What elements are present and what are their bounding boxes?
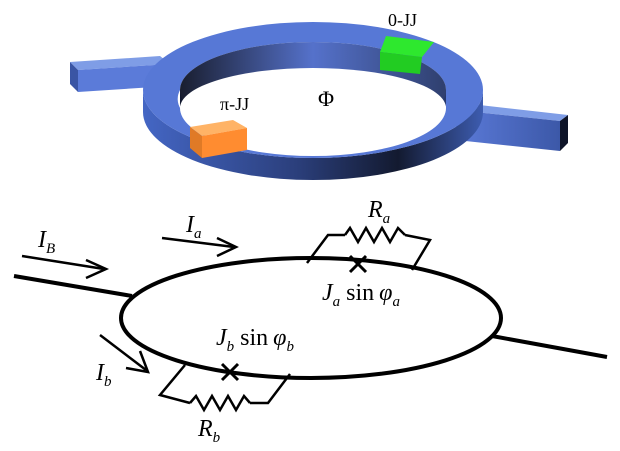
junction-b-label: Jb sin φb [216, 325, 294, 355]
resistor-a-label: Ra [367, 197, 390, 227]
left-wire [13, 274, 133, 298]
pi-junction-block [190, 120, 247, 158]
junction-a-label: Ja sin φa [322, 280, 400, 310]
circuit-schematic [13, 225, 608, 413]
branch-b [157, 362, 291, 413]
resistor-a-zigzag [343, 225, 406, 245]
ring-device: 0-JJ π-JJ Φ [70, 10, 568, 180]
arrow-bias-current [21, 254, 110, 280]
circuit-labels: IB Ia Ib Ra Rb Ja sin φa Jb sin φb [37, 197, 400, 446]
current-a-label: Ia [185, 212, 202, 242]
zero-junction-block [380, 36, 434, 74]
resistor-b-label: Rb [197, 416, 221, 446]
arrow-current-a [161, 236, 239, 258]
resistor-b-zigzag [189, 393, 251, 413]
squid-loop [119, 256, 503, 380]
arrow-current-b [99, 334, 150, 374]
right-lead [456, 103, 568, 151]
zero-junction-label: 0-JJ [388, 10, 417, 30]
bias-current-label: IB [37, 227, 55, 257]
current-b-label: Ib [95, 360, 112, 390]
pi-junction-label: π-JJ [220, 94, 249, 114]
flux-label: Φ [318, 86, 334, 111]
ring-outer-wall [143, 90, 483, 180]
branch-a [306, 225, 432, 274]
right-wire [491, 334, 608, 359]
